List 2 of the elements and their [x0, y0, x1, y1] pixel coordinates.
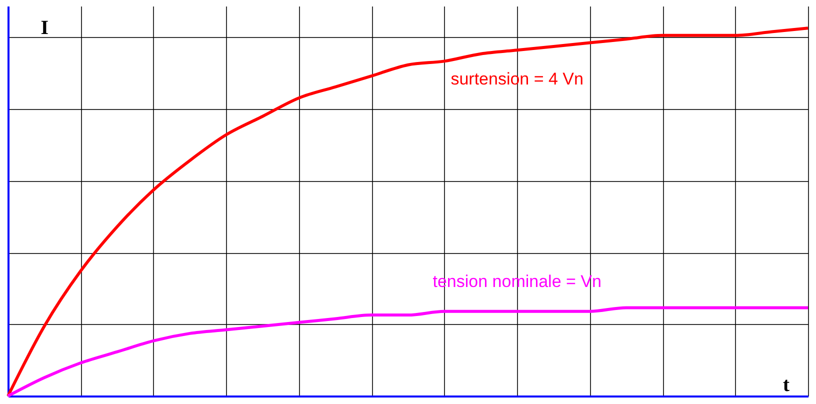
annotation: I	[40, 17, 49, 40]
annotation: t	[782, 374, 790, 396]
